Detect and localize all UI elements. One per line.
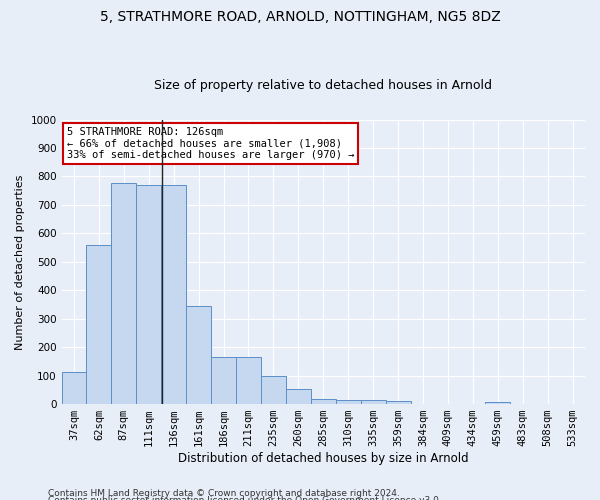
Bar	[86, 246, 112, 404]
Bar	[236, 357, 261, 404]
Text: 5, STRATHMORE ROAD, ARNOLD, NOTTINGHAM, NG5 8DZ: 5, STRATHMORE ROAD, ARNOLD, NOTTINGHAM, …	[100, 10, 500, 24]
Bar	[485, 402, 510, 404]
Bar	[186, 306, 211, 404]
Bar	[161, 185, 186, 404]
Bar	[112, 182, 136, 404]
Bar	[62, 372, 86, 404]
Y-axis label: Number of detached properties: Number of detached properties	[15, 174, 25, 350]
Text: Contains public sector information licensed under the Open Government Licence v3: Contains public sector information licen…	[48, 496, 442, 500]
Bar	[261, 376, 286, 404]
Bar	[286, 390, 311, 404]
Bar	[361, 400, 386, 404]
Bar	[211, 357, 236, 404]
Bar	[136, 185, 161, 404]
Text: Contains HM Land Registry data © Crown copyright and database right 2024.: Contains HM Land Registry data © Crown c…	[48, 488, 400, 498]
Bar	[386, 401, 410, 404]
Text: 5 STRATHMORE ROAD: 126sqm
← 66% of detached houses are smaller (1,908)
33% of se: 5 STRATHMORE ROAD: 126sqm ← 66% of detac…	[67, 126, 354, 160]
Title: Size of property relative to detached houses in Arnold: Size of property relative to detached ho…	[154, 79, 492, 92]
Bar	[311, 399, 336, 404]
Bar	[336, 400, 361, 404]
X-axis label: Distribution of detached houses by size in Arnold: Distribution of detached houses by size …	[178, 452, 469, 465]
